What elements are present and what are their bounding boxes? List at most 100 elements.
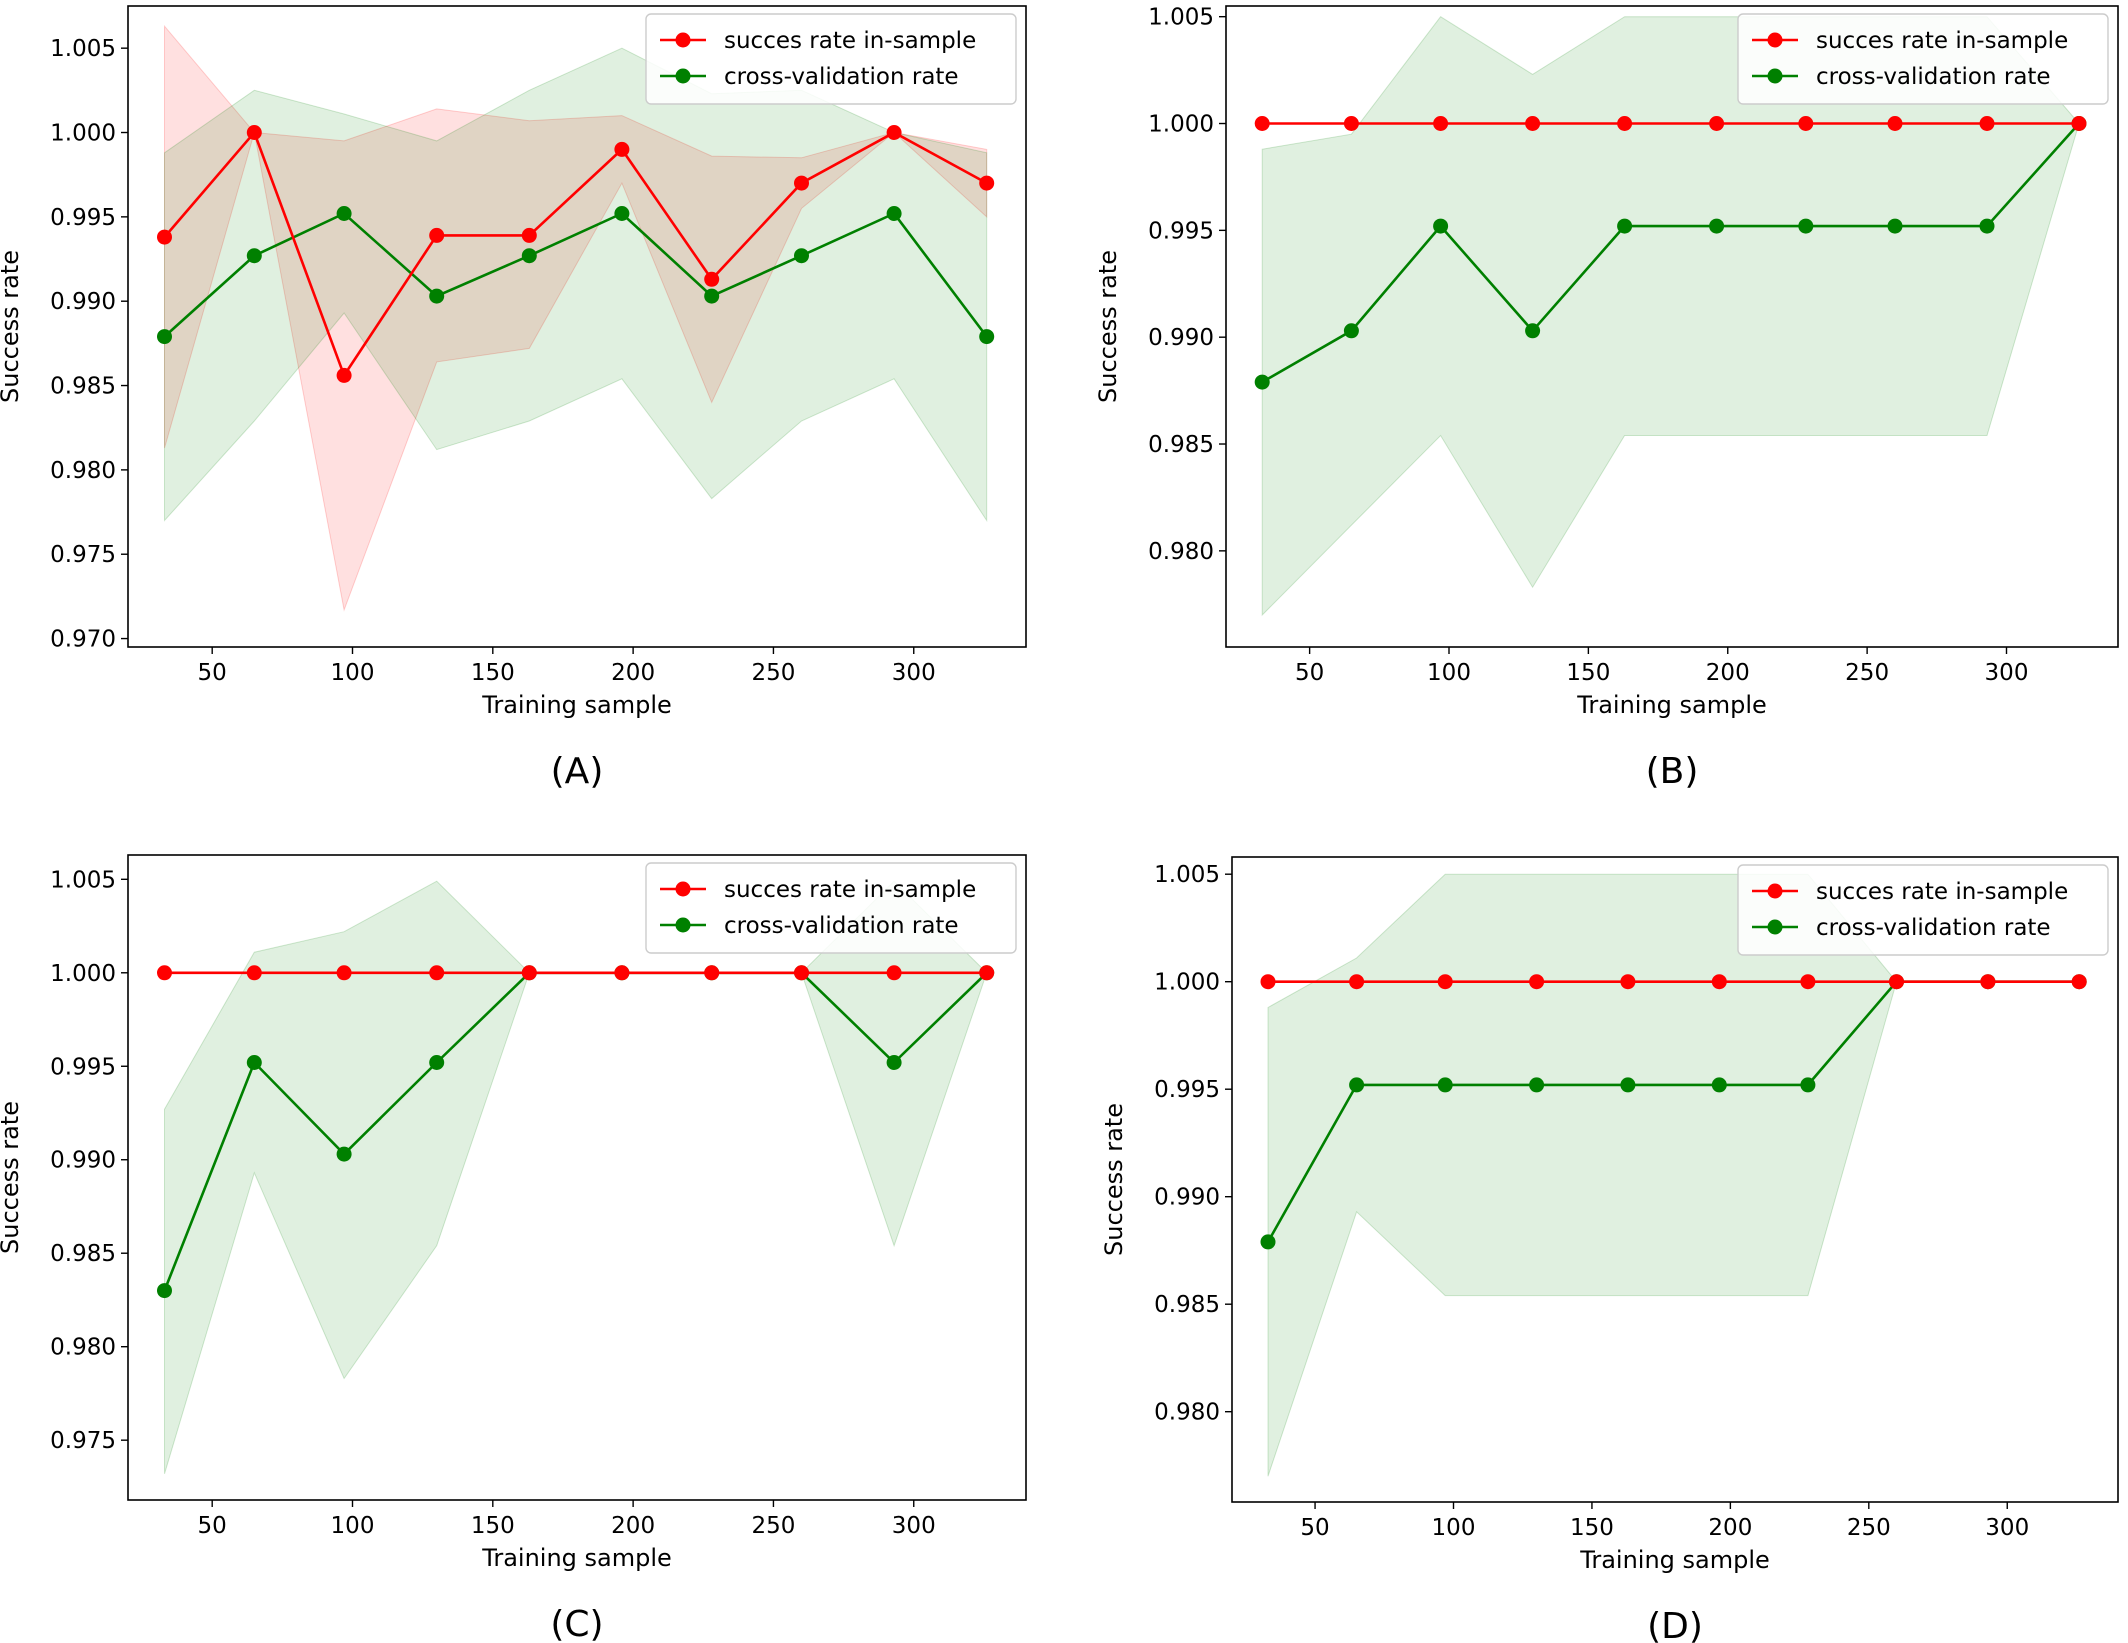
panel-d-y-tick-label: 0.985	[1154, 1292, 1220, 1318]
panel-a-y-tick-label: 0.975	[50, 542, 116, 568]
panel-c-x-tick-label: 200	[611, 1513, 655, 1539]
panel-b-y-tick-label: 0.985	[1148, 432, 1214, 458]
panel-b-x-tick-label: 250	[1845, 660, 1889, 686]
panel-c-label: (C)	[550, 1604, 603, 1643]
panel-b-legend-marker	[1767, 68, 1783, 84]
panel-a-y-tick-label: 1.005	[50, 36, 116, 62]
panel-a-point-in-sample	[614, 141, 630, 157]
panel-d-x-tick-label: 300	[1985, 1515, 2029, 1541]
panel-a-label: (A)	[551, 751, 604, 792]
panel-a-point-in-sample	[336, 367, 352, 383]
panel-a-y-tick-label: 0.990	[50, 289, 116, 315]
panel-c-legend-entry: succes rate in-sample	[724, 877, 976, 903]
panel-b-label: (B)	[1646, 751, 1699, 792]
panel-a-point-cv	[979, 329, 995, 345]
panel-c-point-cv	[429, 1055, 445, 1070]
panel-c-y-tick-label: 1.005	[50, 867, 116, 893]
panel-a-point-in-sample	[979, 175, 995, 191]
panel-d-x-tick-label: 150	[1570, 1515, 1614, 1541]
panel-a-legend-entry: cross-validation rate	[724, 64, 959, 90]
panel-a-point-cv	[886, 206, 902, 221]
panel-b-point-cv	[1254, 374, 1270, 390]
panel-a-legend-entry: succes rate in-sample	[724, 28, 976, 54]
panel-b-y-tick-label: 0.990	[1148, 325, 1214, 351]
panel-a-point-in-sample	[704, 271, 720, 287]
panel-a-point-in-sample	[429, 227, 445, 243]
panel-b-x-axis-label: Training sample	[1576, 691, 1767, 719]
panel-d-legend-entry: cross-validation rate	[1816, 915, 2051, 941]
panel-b-legend-box	[1737, 13, 2109, 105]
panel-a-y-axis-label: Success rate	[0, 250, 24, 403]
panel-a-point-cv	[246, 248, 262, 264]
panel-b: 50 100 150 200 250 300 0.980 0.985 0.990 0.995 1.0…	[1094, 5, 2119, 792]
panel-d-legend-entry: succes rate in-sample	[1816, 879, 2068, 905]
panel-b-point-in-sample	[1798, 116, 1814, 131]
panel-b-point-cv	[1798, 218, 1814, 234]
panel-a-legend-marker	[675, 68, 691, 84]
panel-a-point-cv	[429, 288, 445, 304]
panel-c-point-cv	[246, 1055, 262, 1070]
panel-c-point-cv	[157, 1283, 172, 1299]
panel-b-point-in-sample	[1709, 116, 1725, 131]
panel-b-point-in-sample	[1433, 116, 1449, 131]
panel-d-point-in-sample	[1889, 974, 1904, 990]
panel-c-point-in-sample	[794, 965, 809, 981]
panel-b-legend-entry: cross-validation rate	[1816, 64, 2051, 90]
panel-c-x-tick-label: 150	[471, 1513, 515, 1539]
panel-d-point-in-sample	[1711, 974, 1727, 990]
panel-d-point-in-sample	[1529, 974, 1545, 990]
panel-d-point-in-sample	[1800, 974, 1816, 990]
panel-a-x-tick-label: 50	[198, 660, 227, 686]
panel-b-point-in-sample	[2071, 116, 2087, 131]
panel-a-x-tick-label: 100	[331, 660, 375, 686]
panel-b-y-tick-label: 0.995	[1148, 218, 1214, 244]
panel-d-label: (D)	[1647, 1606, 1703, 1643]
panel-c-y-tick-label: 0.990	[50, 1148, 116, 1174]
panel-d-y-tick-label: 0.995	[1154, 1077, 1220, 1103]
panel-b-point-in-sample	[1254, 116, 1270, 131]
panel-c-x-tick-label: 300	[892, 1513, 936, 1539]
panel-c-point-in-sample	[704, 965, 720, 981]
panel-c-point-in-sample	[521, 965, 537, 981]
panel-c-point-in-sample	[614, 965, 630, 981]
panel-a-x-axis-label: Training sample	[481, 691, 672, 719]
panel-d-x-tick-label: 50	[1300, 1515, 1329, 1541]
panel-a-legend: succes rate in-sample cross-validation ra…	[645, 13, 1017, 105]
panel-a-point-cv	[521, 248, 537, 264]
panel-b-point-in-sample	[1617, 116, 1633, 131]
panel-d-point-cv	[1529, 1077, 1545, 1093]
panel-b-point-in-sample	[1979, 116, 1995, 131]
panel-c-y-tick-label: 0.975	[50, 1428, 116, 1454]
panel-b-point-cv	[1617, 218, 1633, 234]
panel-c-legend-marker	[675, 917, 691, 933]
panel-b-point-cv	[1979, 218, 1995, 234]
panel-c-legend-marker	[675, 881, 691, 897]
panel-d-y-tick-label: 1.005	[1154, 862, 1220, 888]
panel-d-legend-box	[1737, 864, 2109, 956]
panel-b-point-in-sample	[1343, 116, 1359, 131]
panel-d-point-in-sample	[2071, 974, 2087, 990]
panel-c-legend-box	[645, 862, 1017, 954]
panel-c-y-axis-label: Success rate	[0, 1101, 24, 1254]
panel-a-y-tick-label: 0.980	[50, 458, 116, 484]
panel-a-point-cv	[614, 206, 630, 221]
panel-c-band-cv	[164, 880, 988, 1474]
panel-d-x-tick-label: 100	[1432, 1515, 1476, 1541]
panel-b-y-tick-label: 1.005	[1148, 5, 1214, 31]
panel-d-band-cv	[1267, 873, 2080, 1477]
panel-c-point-in-sample	[336, 965, 352, 981]
panel-b-x-tick-label: 150	[1566, 660, 1610, 686]
panel-d-point-cv	[1620, 1077, 1636, 1093]
panel-b-x-tick-label: 100	[1427, 660, 1471, 686]
panel-b-point-cv	[1525, 323, 1541, 339]
panel-a-frame	[127, 5, 1027, 648]
panel-a-x-tick-label: 300	[892, 660, 936, 686]
panel-d-point-cv	[1437, 1077, 1453, 1093]
panel-b-point-cv	[1433, 218, 1449, 234]
panel-c-x-tick-label: 250	[751, 1513, 795, 1539]
panel-a-point-cv	[794, 248, 809, 264]
panel-b-line-cv	[1261, 122, 2080, 384]
panel-c-point-in-sample	[429, 965, 445, 981]
panel-a-x-tick-label: 250	[751, 660, 795, 686]
